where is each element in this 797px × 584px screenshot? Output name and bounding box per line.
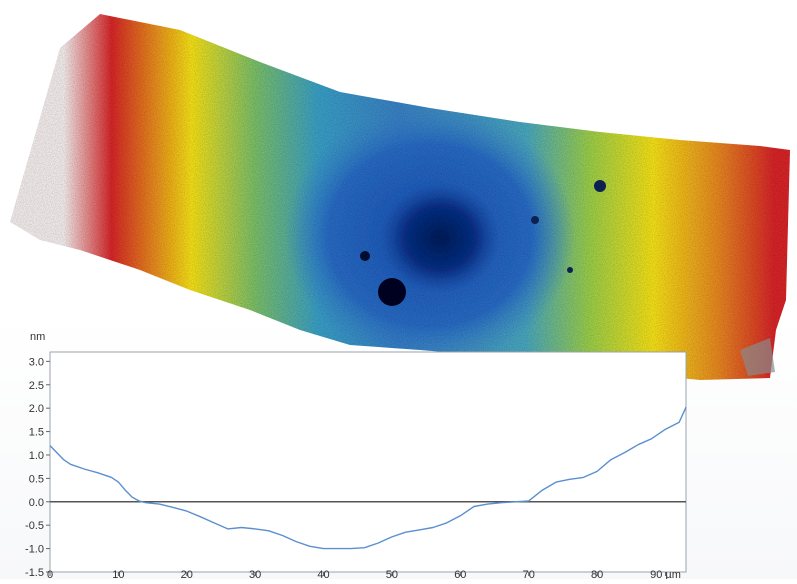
x-tick-label: 80 <box>591 569 603 579</box>
y-tick-label: 0.5 <box>29 473 44 485</box>
x-tick-label: 20 <box>181 569 193 579</box>
profile-chart: -1.5 -1.0 -0.5 0.0 0.5 1.0 1.5 2.0 2.5 3.0 nm 0 10 2… <box>0 320 797 581</box>
surface-height-map <box>10 14 790 380</box>
y-tick-label: 0.0 <box>29 497 44 509</box>
surface-pit-small <box>531 216 539 224</box>
surface-edge-artifact <box>740 338 775 376</box>
surface-pit-small <box>360 251 370 261</box>
y-axis-ticks: -1.5 -1.0 -0.5 0.0 0.5 1.0 1.5 2.0 2.5 3.0 nm <box>25 331 50 579</box>
y-unit-label: nm <box>30 331 45 343</box>
x-tick-label: 60 <box>454 569 466 579</box>
y-tick-label: 2.0 <box>29 403 44 415</box>
x-tick-label: 10 <box>112 569 124 579</box>
x-axis-ticks: 0 10 20 30 40 50 60 70 80 90 µm <box>47 569 681 581</box>
surface-pit-small <box>567 267 573 273</box>
y-tick-label: 1.0 <box>29 450 44 462</box>
x-tick-label: 70 <box>523 569 535 579</box>
profile-line <box>49 406 687 550</box>
surface-3d-render <box>10 14 790 380</box>
x-tick-label: 90 µm <box>650 569 681 579</box>
chart-series <box>49 406 687 550</box>
y-tick-label: -1.0 <box>25 544 44 556</box>
surface-pit-small <box>594 180 606 192</box>
plot-area <box>49 351 687 573</box>
x-tick-label: 40 <box>317 569 329 579</box>
profile-chart-svg: -1.5 -1.0 -0.5 0.0 0.5 1.0 1.5 2.0 2.5 3.0 nm 0 10 2… <box>25 331 687 581</box>
x-tick-label: 0 <box>47 569 53 579</box>
y-tick-label: 2.5 <box>29 380 44 392</box>
y-tick-label: 3.0 <box>29 356 44 368</box>
x-tick-label: 30 <box>249 569 261 579</box>
y-tick-label: 1.5 <box>29 427 44 439</box>
surface-pit-large <box>378 278 406 306</box>
chart-axes <box>49 351 687 573</box>
x-tick-label: 50 <box>386 569 398 579</box>
y-tick-label: -0.5 <box>25 520 44 532</box>
y-tick-label: -1.5 <box>25 567 44 579</box>
